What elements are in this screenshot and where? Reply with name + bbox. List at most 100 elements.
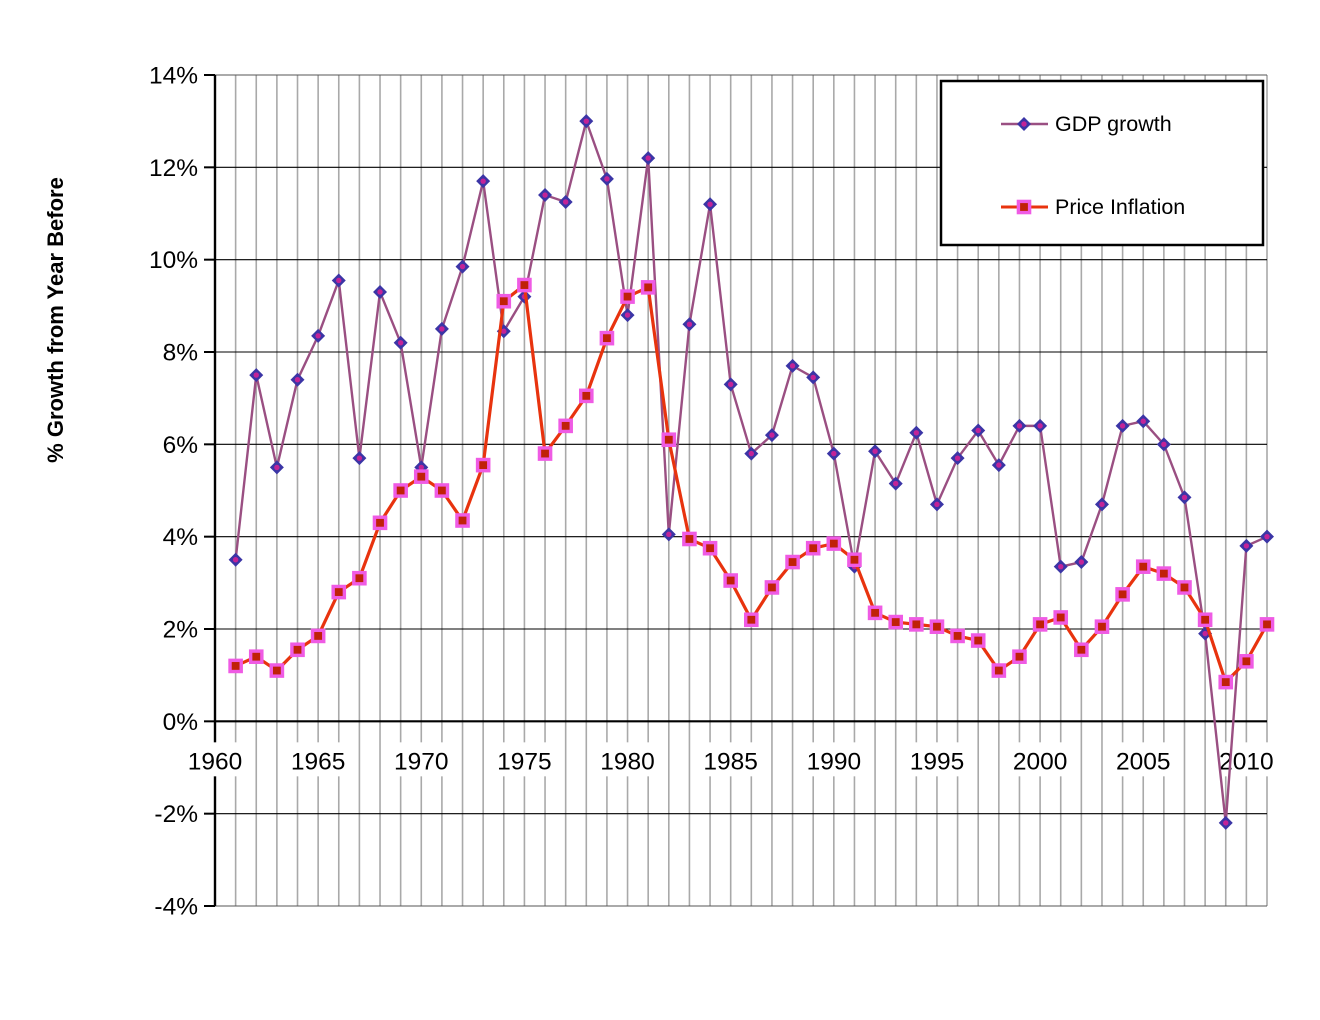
x-tick-label-1980: 1980 — [600, 748, 655, 775]
y-tick-label--2%: -2% — [154, 801, 198, 828]
diamond-center-dot — [1016, 423, 1023, 429]
x-tick-label-bg-1985 — [694, 742, 767, 777]
inflation-marker-1963 — [269, 663, 285, 678]
diamond-center-dot — [810, 374, 816, 381]
inflation-marker-2003 — [1094, 619, 1110, 634]
inflation-square-marker-icon — [1016, 199, 1032, 215]
inflation-marker-1975 — [517, 277, 532, 293]
gdp-marker-1982 — [661, 527, 676, 542]
inflation-marker-1997 — [970, 633, 986, 648]
diamond-center-dot — [913, 430, 920, 436]
gdp-diamond-marker-icon — [1017, 117, 1031, 131]
legend-label-inflation: Price Inflation — [1055, 195, 1185, 219]
inflation-marker-1980 — [620, 289, 635, 304]
inflation-marker-2006 — [1156, 566, 1172, 581]
gdp-marker-1999 — [1012, 418, 1027, 433]
x-tick-label-1985: 1985 — [703, 748, 758, 775]
gdp-marker-1996 — [950, 451, 965, 466]
inflation-marker-1991 — [847, 552, 862, 568]
x-tick-label-bg-2005 — [1107, 742, 1180, 777]
y-tick-label-10%: 10% — [149, 247, 198, 274]
legend-gdp-diamond — [1017, 117, 1031, 131]
inflation-marker-2000 — [1032, 617, 1048, 632]
inflation-marker-1974 — [496, 293, 512, 309]
gdp-marker-1987 — [764, 428, 779, 443]
gdp-marker-1992 — [868, 444, 883, 459]
x-tick-label-2005: 2005 — [1116, 748, 1171, 775]
inflation-marker-1972 — [455, 513, 470, 528]
gdp-marker-1971 — [434, 321, 449, 336]
gdp-marker-1973 — [476, 174, 491, 189]
inflation-marker-1971 — [434, 483, 450, 498]
diamond-center-dot — [707, 201, 713, 207]
gdp-marker-1966 — [331, 273, 346, 288]
diamond-center-dot — [501, 328, 507, 334]
diamond-center-dot — [666, 531, 672, 538]
inflation-marker-1985 — [723, 573, 738, 588]
x-tick-label-bg-2010 — [1210, 742, 1283, 777]
gdp-marker-2007 — [1177, 490, 1192, 505]
gdp-marker-2003 — [1094, 497, 1109, 512]
diamond-center-dot — [1037, 423, 1043, 429]
x-tick-label-bg-1970 — [385, 742, 458, 777]
gdp-marker-1979 — [599, 171, 614, 186]
diamond-center-dot — [954, 455, 961, 461]
x-tick-label-1960: 1960 — [188, 748, 243, 775]
diamond-center-dot — [562, 199, 569, 205]
x-tick-label-1990: 1990 — [807, 748, 862, 775]
gdp-marker-1994 — [909, 425, 924, 440]
inflation-marker-1978 — [578, 388, 594, 404]
inflation-marker-1990 — [826, 536, 842, 551]
diamond-center-dot — [1243, 543, 1250, 549]
diamond-center-dot — [459, 263, 466, 270]
diamond-center-dot — [975, 427, 981, 434]
inflation-marker-1982 — [661, 432, 677, 448]
gdp-marker-1989 — [806, 370, 821, 385]
x-tick-label-1975: 1975 — [497, 748, 552, 775]
diamond-center-dot — [686, 321, 693, 327]
gdp-marker-2002 — [1074, 555, 1089, 570]
gdp-marker-1986 — [744, 446, 759, 461]
gdp-marker-1984 — [703, 197, 718, 212]
diamond-center-dot — [645, 155, 651, 161]
inflation-marker-1966 — [331, 584, 347, 600]
diamond-center-dot — [232, 557, 239, 563]
gdp-marker-1980 — [620, 308, 635, 323]
x-tick-label-bg-1995 — [900, 742, 973, 777]
inflation-marker-1977 — [558, 418, 573, 434]
diamond-center-dot — [377, 289, 383, 295]
inflation-marker-1983 — [682, 531, 697, 547]
inflation-marker-1970 — [413, 469, 429, 484]
inflation-marker-2007 — [1177, 580, 1192, 595]
y-tick-label--4%: -4% — [154, 894, 198, 921]
inflation-marker-1965 — [310, 628, 326, 644]
x-tick-label-1970: 1970 — [394, 748, 449, 775]
diamond-center-dot — [336, 277, 342, 284]
gdp-marker-2001 — [1053, 559, 1068, 574]
diamond-center-dot — [1099, 501, 1105, 508]
diamond-center-dot — [748, 450, 755, 457]
diamond-center-dot — [1119, 423, 1126, 429]
inflation-marker-1967 — [352, 570, 367, 586]
diamond-center-dot — [996, 462, 1002, 468]
gdp-marker-1983 — [682, 317, 697, 332]
gdp-marker-2005 — [1136, 414, 1151, 429]
data-series — [228, 114, 1275, 830]
diamond-center-dot — [872, 448, 878, 454]
diamond-center-dot — [542, 192, 548, 198]
diamond-center-dot — [294, 377, 301, 383]
legend-inflation-square — [1016, 199, 1032, 215]
y-tick-label-14%: 14% — [149, 63, 198, 90]
diamond-center-dot — [769, 432, 775, 438]
diamond-center-dot — [831, 450, 837, 457]
diamond-center-dot — [1181, 494, 1188, 501]
inflation-marker-2009 — [1218, 674, 1234, 690]
gdp-marker-2010 — [1239, 538, 1254, 553]
inflation-marker-1964 — [290, 642, 305, 658]
diamond-center-dot — [1021, 121, 1027, 127]
diamond-center-dot — [253, 372, 259, 378]
x-axis-tick-labels: 1960 1965 1970 1975 1980 1985 1990 1995 2000 2005… — [179, 742, 1283, 777]
inflation-marker-1994 — [909, 617, 924, 632]
gdp-marker-1997 — [971, 423, 986, 438]
inflation-marker-2011 — [1259, 617, 1275, 632]
